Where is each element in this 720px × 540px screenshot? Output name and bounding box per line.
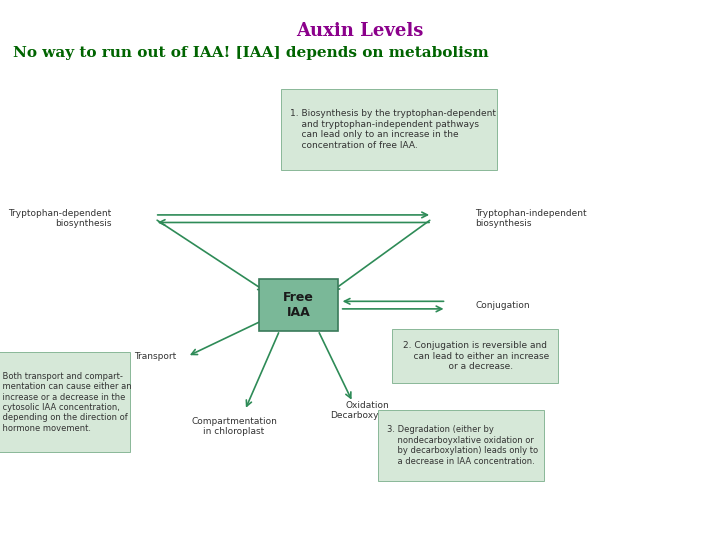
Text: Tryptophan-independent
biosynthesis: Tryptophan-independent biosynthesis: [475, 209, 587, 228]
Text: Conjugation: Conjugation: [475, 301, 530, 309]
Text: Auxin Levels: Auxin Levels: [297, 22, 423, 39]
FancyBboxPatch shape: [392, 329, 558, 383]
Text: Tryptophan-dependent
biosynthesis: Tryptophan-dependent biosynthesis: [9, 209, 112, 228]
Text: No way to run out of IAA! [IAA] depends on metabolism: No way to run out of IAA! [IAA] depends …: [13, 46, 489, 60]
Text: 4. Both transport and compart-
    mentation can cause either an
    increase or: 4. Both transport and compart- mentation…: [0, 372, 131, 433]
Text: 1. Biosynthesis by the tryptophan-dependent
    and tryptophan-independent pathw: 1. Biosynthesis by the tryptophan-depend…: [290, 110, 496, 150]
Text: 3. Degradation (either by
    nondecarboyxlative oxidation or
    by decarboxyla: 3. Degradation (either by nondecarboyxla…: [387, 426, 539, 465]
FancyBboxPatch shape: [378, 410, 544, 481]
Text: Free
IAA: Free IAA: [284, 291, 314, 319]
FancyBboxPatch shape: [259, 280, 338, 330]
Text: Compartmentation
in chloroplast: Compartmentation in chloroplast: [191, 417, 277, 436]
Text: Transport: Transport: [134, 352, 176, 361]
Text: Oxidation
Decarboxylation: Oxidation Decarboxylation: [330, 401, 404, 420]
FancyBboxPatch shape: [0, 352, 130, 453]
Text: 2. Conjugation is reversible and
    can lead to either an increase
    or a dec: 2. Conjugation is reversible and can lea…: [402, 341, 549, 372]
FancyBboxPatch shape: [281, 89, 497, 170]
